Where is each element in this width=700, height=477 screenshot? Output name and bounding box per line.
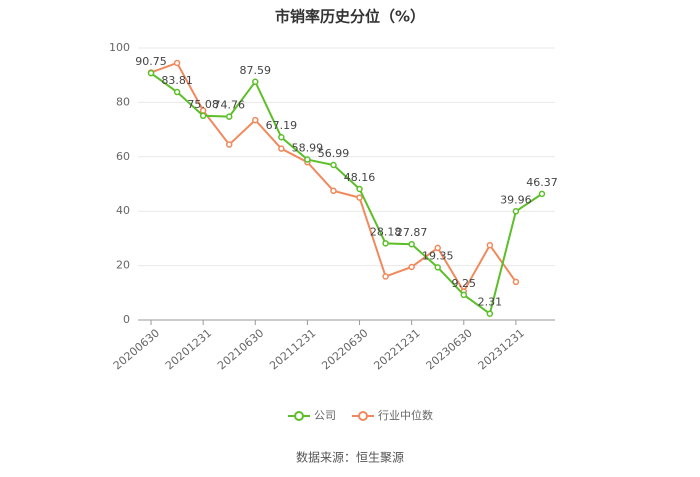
data-label: 67.19: [266, 119, 298, 132]
y-tick-label: 60: [116, 150, 130, 163]
data-label: 58.99: [292, 142, 324, 155]
point: [304, 156, 311, 163]
point: [330, 161, 337, 169]
point: [538, 190, 546, 198]
y-tick-label: 100: [109, 41, 130, 54]
point: [486, 310, 494, 317]
x-tick-label: 20220630: [319, 326, 370, 372]
y-tick-label: 20: [116, 259, 130, 272]
data-label: 19.35: [422, 249, 454, 262]
x-tick-label: 20231231: [476, 326, 527, 372]
point: [225, 113, 233, 120]
x-tick-label: 20230630: [424, 326, 475, 372]
data-label: 28.18: [370, 225, 402, 238]
y-tick-label: 40: [116, 204, 130, 217]
data-label: 83.81: [161, 74, 193, 87]
point: [356, 185, 363, 193]
point: [278, 145, 285, 152]
x-tick-label: 20210630: [215, 326, 266, 372]
x-tick-label: 20200630: [111, 326, 162, 372]
series-line: [150, 72, 543, 316]
point: [382, 240, 389, 247]
point: [199, 112, 207, 120]
legend-label: 行业中位数: [378, 408, 433, 422]
point: [278, 133, 285, 141]
data-label: 46.37: [526, 176, 558, 189]
legend-marker: [294, 411, 304, 421]
point: [408, 240, 415, 248]
point: [173, 59, 181, 67]
point: [330, 187, 337, 195]
chart-title: 市销率历史分位（%）: [275, 8, 425, 26]
legend-label: 公司: [314, 409, 336, 422]
data-label: 87.59: [240, 64, 272, 77]
y-tick-label: 0: [123, 313, 130, 326]
point: [408, 263, 415, 271]
y-tick-label: 80: [116, 95, 130, 108]
point: [434, 264, 441, 271]
data-label: 9.25: [452, 277, 477, 290]
data-label: 56.99: [318, 147, 350, 160]
point: [382, 273, 389, 280]
data-label: 27.87: [396, 226, 428, 239]
data-label: 48.16: [344, 171, 376, 184]
source: 数据来源：恒生聚源: [296, 450, 404, 465]
legend-marker: [358, 411, 368, 421]
point: [147, 69, 155, 77]
point: [434, 244, 441, 252]
point: [512, 208, 520, 215]
x-tick-label: 20201231: [163, 326, 214, 372]
point: [460, 291, 468, 299]
data-label: 75.08: [187, 98, 219, 111]
point: [486, 241, 494, 249]
x-tick-label: 20211231: [267, 326, 318, 372]
point: [225, 141, 233, 148]
point: [252, 116, 259, 124]
point: [356, 194, 363, 201]
data-label: 74.76: [213, 99, 245, 112]
data-label: 2.31: [478, 296, 503, 309]
data-label: 90.75: [135, 55, 167, 68]
point: [252, 78, 259, 86]
point: [173, 88, 181, 96]
x-tick-label: 20221231: [371, 326, 422, 372]
point: [512, 278, 520, 286]
data-label: 39.96: [500, 193, 532, 206]
